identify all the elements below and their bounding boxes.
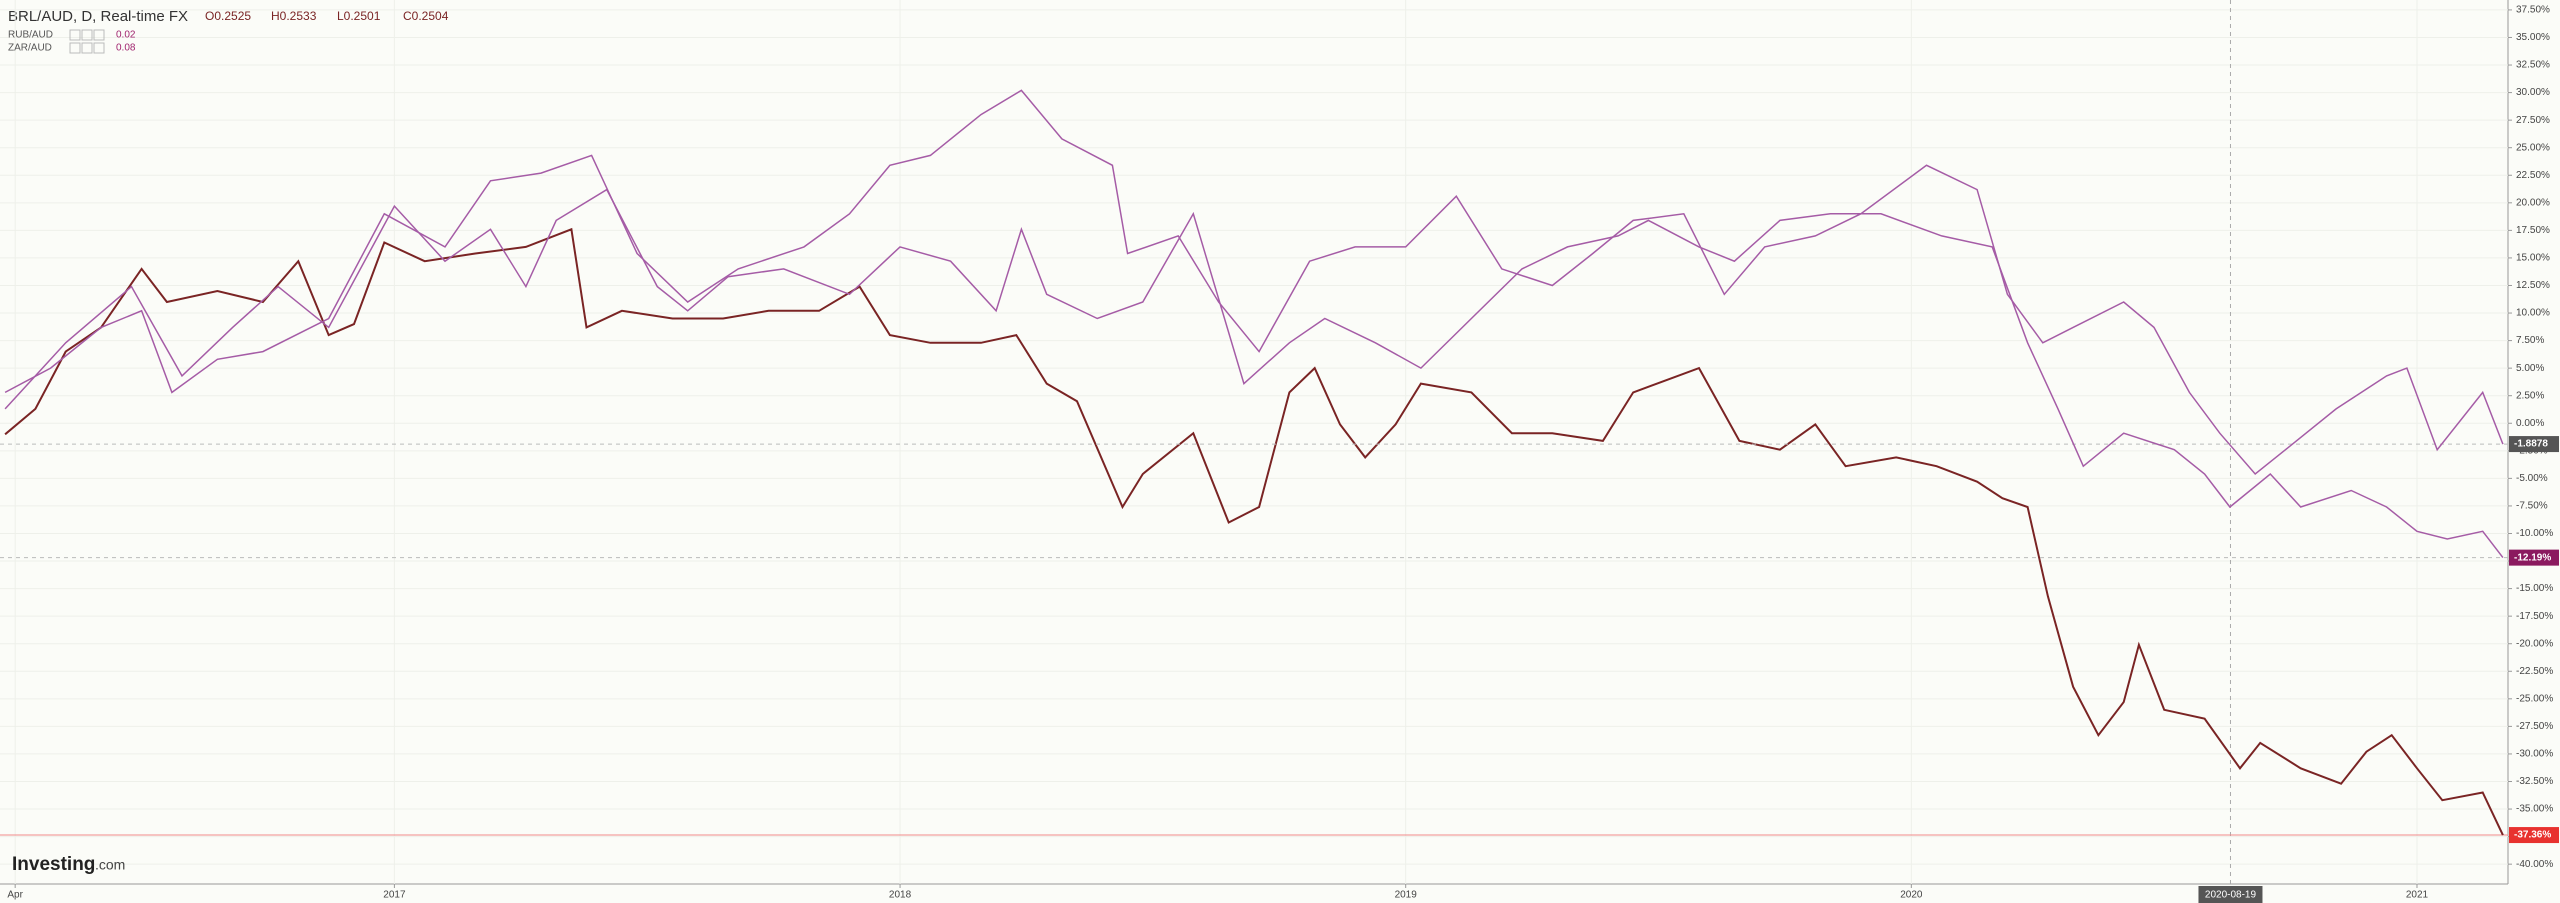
y-tick-label: 5.00%: [2516, 363, 2544, 374]
y-tick-label: 35.00%: [2516, 32, 2550, 43]
end-label-box: [2509, 549, 2559, 566]
compare-line: [4, 89, 2504, 476]
x-tick-label: 2021: [2406, 890, 2429, 901]
legend-button: [93, 29, 105, 41]
x-tick-label: 2020: [1900, 890, 1923, 901]
end-label: -12.19%: [2514, 552, 2551, 563]
y-tick-label: 17.50%: [2516, 225, 2550, 236]
legend-button: [69, 29, 81, 41]
y-tick-label: -30.00%: [2516, 749, 2553, 760]
end-label: -1.8878: [2514, 439, 2548, 450]
y-tick-label: -25.00%: [2516, 693, 2553, 704]
legend-value: 0.08: [116, 43, 136, 54]
legend-button: [93, 42, 105, 54]
crosshair-label-box: [2198, 886, 2263, 903]
y-tick-label: -17.50%: [2516, 611, 2553, 622]
watermark-suffix: .com: [95, 857, 125, 873]
watermark: Investing .com: [12, 854, 125, 875]
y-tick-label: -32.50%: [2516, 776, 2553, 787]
ohlc-value: L0.2501: [337, 9, 381, 23]
legend-name: ZAR/AUD: [8, 43, 52, 54]
y-tick-label: 7.50%: [2516, 335, 2544, 346]
compare-line: [4, 188, 2504, 559]
y-tick-label: 15.00%: [2516, 253, 2550, 264]
y-tick-label: 37.50%: [2516, 5, 2550, 16]
x-tick-label: Apr: [7, 890, 23, 901]
y-tick-label: -22.50%: [2516, 666, 2553, 677]
crosshair-label: 2020-08-19: [2205, 890, 2257, 901]
price-line: [4, 227, 2504, 836]
x-tick-label: 2019: [1395, 890, 1418, 901]
x-tick-label: 2017: [383, 890, 406, 901]
ohlc-value: C0.2504: [403, 9, 449, 23]
y-tick-label: -20.00%: [2516, 638, 2553, 649]
y-tick-label: -27.50%: [2516, 721, 2553, 732]
y-tick-label: 32.50%: [2516, 60, 2550, 71]
end-label-box: [2509, 436, 2559, 453]
chart-title: BRL/AUD, D, Real-time FX: [8, 8, 188, 25]
y-tick-label: -10.00%: [2516, 528, 2553, 539]
y-tick-label: -15.00%: [2516, 583, 2553, 594]
ohlc-value: O0.2525: [205, 9, 251, 23]
y-tick-label: 12.50%: [2516, 280, 2550, 291]
legend-value: 0.02: [116, 30, 136, 41]
y-tick-label: -5.00%: [2516, 473, 2548, 484]
y-tick-label: 22.50%: [2516, 170, 2550, 181]
ohlc-value: H0.2533: [271, 9, 317, 23]
end-label-box: [2509, 827, 2559, 844]
end-label: -37.36%: [2514, 830, 2551, 841]
legend-name: RUB/AUD: [8, 30, 53, 41]
y-tick-label: 2.50%: [2516, 390, 2544, 401]
y-tick-label: 0.00%: [2516, 418, 2544, 429]
legend-button: [81, 29, 93, 41]
y-tick-label: 10.00%: [2516, 308, 2550, 319]
y-tick-label: 27.50%: [2516, 115, 2550, 126]
y-tick-label: 25.00%: [2516, 142, 2550, 153]
legend-button: [69, 42, 81, 54]
y-tick-label: -35.00%: [2516, 804, 2553, 815]
watermark-main: Investing: [12, 854, 95, 875]
legend-button: [81, 42, 93, 54]
y-tick-label: -7.50%: [2516, 501, 2548, 512]
y-tick-label: 30.00%: [2516, 87, 2550, 98]
y-tick-label: -40.00%: [2516, 859, 2553, 870]
y-tick-label: 20.00%: [2516, 197, 2550, 208]
x-tick-label: 2018: [889, 890, 912, 901]
